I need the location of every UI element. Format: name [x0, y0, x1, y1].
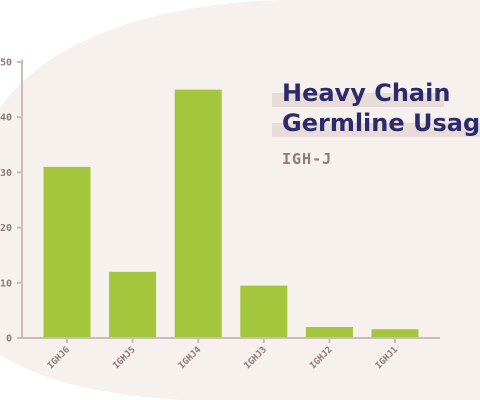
y-tick-label: 30 — [0, 168, 12, 179]
chart-title-line-1: Heavy Chain — [272, 78, 480, 108]
y-tick-label: 0 — [6, 334, 12, 345]
bar-ighj2 — [305, 327, 353, 338]
chart-title: Heavy Chain Germline Usage — [272, 78, 480, 138]
bar-ighj6 — [43, 166, 91, 338]
y-tick-label: 10 — [0, 278, 12, 289]
bar-ighj5 — [109, 271, 157, 338]
chart-subtitle: IGH-J — [282, 150, 333, 168]
chart-title-line-2: Germline Usage — [272, 108, 480, 138]
chart-title-line-1-text: Heavy Chain — [282, 79, 451, 107]
chart-title-line-2-text: Germline Usage — [282, 109, 480, 137]
y-tick-label: 40 — [0, 113, 12, 124]
bar-ighj3 — [240, 285, 288, 338]
y-tick-label: 20 — [0, 223, 12, 234]
bar-ighj1 — [371, 329, 419, 338]
y-tick-label: 50 — [0, 58, 12, 69]
bar-ighj4 — [174, 89, 222, 338]
bars — [43, 89, 419, 338]
